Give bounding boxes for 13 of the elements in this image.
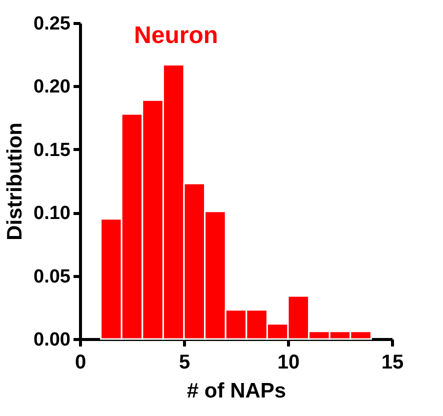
x-tick-label: 0 [74,352,86,374]
y-tick-label: 0.15 [34,140,71,161]
y-tick-label: 0.05 [34,266,71,288]
y-tick-label: 0.20 [34,76,70,98]
y-tick-label: 0.00 [34,330,70,350]
x-tick-label: 5 [178,352,190,374]
x-tick-label: 10 [277,352,300,374]
y-tick-label: 0.25 [34,14,71,34]
y-axis-title: Distribution [4,122,27,240]
chart-title: Neuron [134,22,218,49]
y-tick-label: 0.10 [34,203,70,224]
x-axis-title: # of NAPs [186,380,286,402]
x-tick-label: 15 [381,352,404,374]
